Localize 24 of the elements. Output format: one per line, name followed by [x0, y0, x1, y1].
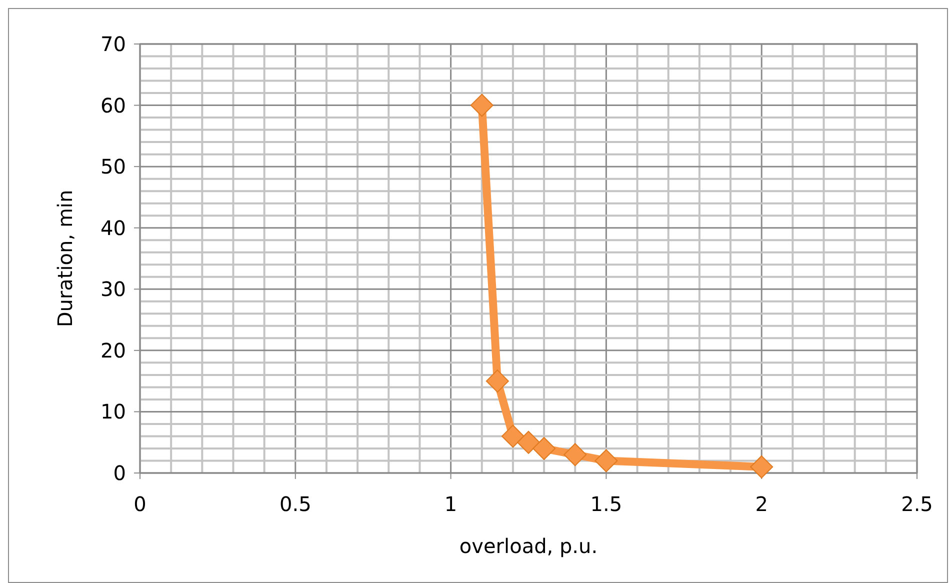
x-tick-label: 2.5 — [901, 492, 933, 516]
y-tick-label: 50 — [100, 154, 126, 179]
point — [470, 94, 494, 117]
x-tick-label: 1.5 — [590, 492, 622, 516]
x-tick-label: 0 — [134, 492, 146, 516]
point — [486, 370, 509, 393]
x-tick-label: 1 — [444, 492, 458, 516]
y-tick-label: 20 — [100, 338, 126, 362]
point — [594, 449, 618, 472]
y-tick-label: 60 — [100, 93, 126, 118]
point — [517, 430, 540, 454]
y-tick-label: 40 — [100, 216, 126, 240]
x-tick-label: 2 — [755, 492, 768, 516]
point — [532, 436, 556, 460]
point — [501, 424, 524, 448]
y-axis-title: Duration, min — [53, 190, 77, 328]
point — [750, 455, 774, 478]
x-axis-title: overload, p.u. — [459, 534, 598, 558]
x-tick-label: 0.5 — [279, 492, 312, 516]
y-tick-label: 70 — [100, 32, 126, 56]
point — [564, 443, 587, 466]
y-tick-label: 10 — [100, 400, 126, 424]
y-tick-label: 30 — [100, 277, 126, 302]
y-tick-label: 0 — [113, 461, 126, 485]
